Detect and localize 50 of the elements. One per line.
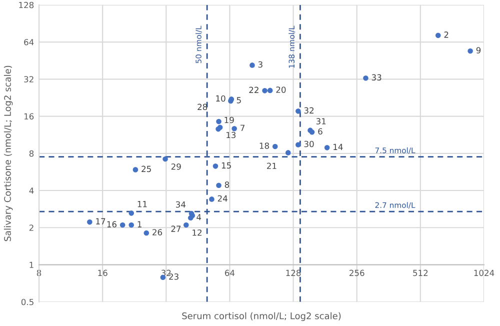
- annotation: 12: [192, 229, 202, 236]
- y-axis-title: Salivary Cortisone (nmol/L; Log2 scale): [4, 66, 13, 242]
- annotation: 1: [138, 221, 142, 228]
- x-tick-label: 256: [350, 270, 364, 276]
- annotation: 29: [171, 163, 181, 170]
- annotation: 5: [236, 97, 241, 104]
- x-tick-label: 1024: [474, 270, 494, 276]
- y-tick-label: 4: [29, 188, 34, 194]
- annotation: 11: [138, 201, 147, 208]
- annotation: 21: [267, 162, 276, 169]
- annotation: 16: [107, 221, 116, 228]
- annotation: 19: [224, 116, 234, 124]
- annotation: 6: [318, 128, 322, 135]
- annotation: 23: [169, 273, 178, 280]
- annotation: 27: [171, 226, 181, 232]
- annotation: 13: [226, 132, 236, 138]
- annotation: 28: [198, 104, 208, 110]
- annotation: 14: [334, 144, 343, 150]
- y-tick-label: 64: [24, 38, 34, 46]
- annotation: 33: [372, 74, 382, 81]
- annotation: 25: [142, 166, 151, 172]
- x-tick-label: 16: [98, 270, 108, 276]
- annotation: 32: [304, 107, 314, 114]
- annotation: 9: [476, 47, 481, 54]
- y-tick-label: 128: [19, 2, 34, 8]
- x-axis-title: Serum cortisol (nmol/L; Log2 scale): [182, 312, 341, 322]
- annotation: 18: [260, 142, 269, 149]
- annotation: 24: [218, 195, 228, 202]
- annotation: 4: [196, 214, 202, 220]
- annotation: 8: [224, 182, 230, 188]
- annotation: 15: [222, 162, 231, 169]
- annotation: 2: [444, 32, 448, 38]
- annotation: 34: [176, 201, 186, 208]
- y-tick-label: 0.5: [21, 298, 34, 306]
- x-tick-label: 512: [413, 270, 428, 276]
- y-tick-label: 2: [29, 224, 34, 231]
- y-tick-label: 8: [29, 150, 34, 157]
- annotation: 10: [216, 95, 226, 102]
- annotation: 22: [249, 86, 258, 93]
- annotation: 30: [304, 140, 314, 148]
- annotation: 7: [240, 124, 244, 131]
- y-tick-label: 1: [30, 262, 34, 268]
- annotation: 26: [152, 229, 162, 236]
- annotation: 17: [96, 218, 106, 224]
- y-tick-label: 16: [24, 113, 34, 120]
- y-tick-label: 32: [24, 76, 34, 82]
- annotation: 20: [276, 86, 286, 93]
- annotation: 3: [258, 61, 262, 68]
- x-tick-label: 64: [224, 270, 235, 276]
- annotation: 31: [316, 118, 326, 124]
